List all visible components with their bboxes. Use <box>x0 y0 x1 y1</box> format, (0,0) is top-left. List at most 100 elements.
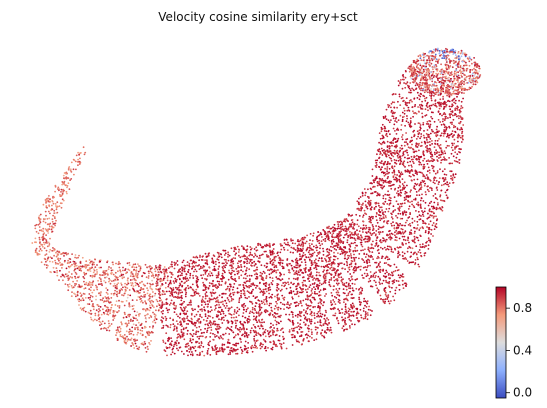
scatter-point <box>253 335 256 338</box>
scatter-point <box>148 342 151 344</box>
scatter-point <box>418 98 421 101</box>
scatter-point <box>379 278 381 281</box>
scatter-point <box>225 264 227 267</box>
scatter-point <box>384 193 387 196</box>
scatter-point <box>169 287 172 289</box>
scatter-point <box>394 269 397 272</box>
scatter-point <box>199 313 202 316</box>
scatter-point <box>434 153 436 156</box>
scatter-point <box>411 221 414 224</box>
scatter-point <box>360 241 363 244</box>
scatter-point <box>77 276 80 279</box>
scatter-point <box>136 333 139 336</box>
scatter-point <box>192 289 195 292</box>
scatter-point <box>240 269 243 272</box>
scatter-point <box>142 296 144 298</box>
scatter-point <box>186 261 189 263</box>
scatter-point <box>158 304 161 307</box>
scatter-point <box>324 322 326 324</box>
scatter-point <box>215 335 218 337</box>
scatter-point <box>204 277 206 280</box>
scatter-point <box>241 315 244 318</box>
scatter-point <box>433 94 435 97</box>
scatter-point <box>243 248 246 251</box>
scatter-point <box>200 304 203 306</box>
scatter-point <box>291 333 294 336</box>
scatter-point <box>390 246 392 249</box>
scatter-point <box>98 277 101 279</box>
scatter-point <box>328 249 331 252</box>
scatter-point <box>199 256 201 258</box>
scatter-point <box>379 239 382 241</box>
scatter-point <box>428 120 431 122</box>
scatter-point <box>427 237 430 240</box>
scatter-point <box>410 251 413 254</box>
scatter-point <box>189 299 192 302</box>
scatter-point <box>391 286 393 289</box>
scatter-point <box>305 240 308 243</box>
scatter-point <box>347 220 349 223</box>
scatter-point <box>239 337 242 340</box>
scatter-point <box>381 282 384 285</box>
scatter-point <box>333 301 336 303</box>
scatter-point <box>148 294 151 297</box>
scatter-point <box>390 271 393 274</box>
scatter-point <box>98 266 101 269</box>
scatter-point <box>434 102 437 105</box>
scatter-point <box>179 274 182 277</box>
scatter-point <box>227 353 230 356</box>
scatter-point <box>149 285 152 288</box>
scatter-point <box>181 325 183 328</box>
scatter-point <box>306 336 308 339</box>
scatter-point <box>349 237 352 240</box>
scatter-point <box>392 251 394 254</box>
scatter-point <box>442 90 445 93</box>
scatter-point <box>287 241 289 244</box>
scatter-point <box>209 354 212 356</box>
scatter-point <box>173 311 176 313</box>
scatter-point <box>128 328 131 331</box>
scatter-point <box>103 312 106 315</box>
scatter-point <box>156 305 158 308</box>
scatter-point <box>405 196 408 198</box>
scatter-point <box>183 300 186 303</box>
scatter-point <box>437 110 440 113</box>
scatter-point <box>296 313 299 316</box>
scatter-point <box>405 211 408 214</box>
scatter-point <box>393 165 396 168</box>
scatter-point <box>119 269 121 272</box>
scatter-point <box>420 155 423 158</box>
scatter-point <box>118 310 120 312</box>
scatter-point <box>373 279 376 282</box>
scatter-point <box>384 179 387 182</box>
scatter-point <box>388 236 390 239</box>
scatter-point <box>204 309 206 312</box>
scatter-point <box>376 236 379 239</box>
scatter-point <box>459 136 462 139</box>
scatter-point <box>345 328 348 331</box>
scatter-point <box>283 298 285 301</box>
scatter-point <box>433 179 436 182</box>
scatter-point <box>415 144 417 147</box>
scatter-point <box>451 103 454 106</box>
scatter-point <box>290 246 293 249</box>
scatter-point <box>78 254 80 257</box>
scatter-point <box>191 268 193 270</box>
scatter-point <box>341 327 344 330</box>
scatter-point <box>42 235 45 238</box>
scatter-point <box>287 283 290 286</box>
scatter-point <box>193 321 196 324</box>
scatter-point <box>80 299 83 302</box>
scatter-point <box>241 352 243 355</box>
scatter-point <box>328 225 330 228</box>
scatter-point <box>429 214 432 217</box>
scatter-point <box>349 327 351 329</box>
scatter-point <box>221 266 224 268</box>
scatter-point <box>220 256 223 259</box>
scatter-point <box>296 259 299 262</box>
scatter-point <box>240 274 243 277</box>
scatter-point <box>432 169 435 172</box>
scatter-point <box>398 224 400 227</box>
scatter-point <box>412 261 415 263</box>
